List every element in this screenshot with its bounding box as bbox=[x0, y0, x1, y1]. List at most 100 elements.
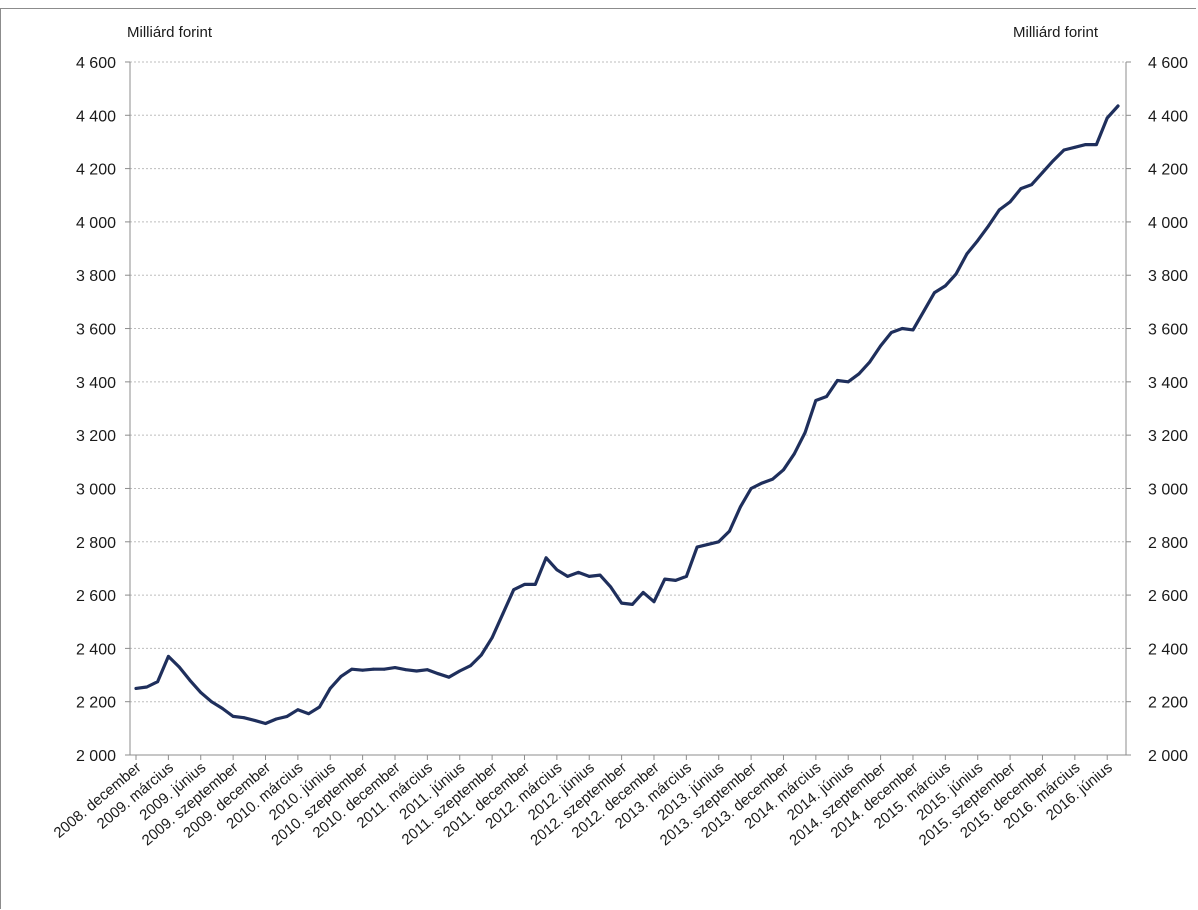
data-point bbox=[900, 327, 904, 330]
data-point bbox=[231, 715, 235, 718]
data-point bbox=[296, 708, 300, 712]
data-point bbox=[922, 309, 926, 313]
data-point bbox=[307, 712, 311, 716]
left-y-tick-label: 4 400 bbox=[76, 108, 116, 125]
data-point bbox=[167, 655, 170, 658]
right-y-tick-label: 2 800 bbox=[1148, 535, 1188, 552]
right-y-tick-label: 4 200 bbox=[1148, 162, 1188, 179]
data-point bbox=[501, 612, 505, 616]
data-point bbox=[598, 573, 602, 577]
data-point bbox=[652, 600, 656, 604]
data-point bbox=[1030, 183, 1034, 187]
data-point bbox=[1019, 187, 1023, 191]
data-point bbox=[1062, 148, 1066, 152]
data-point bbox=[997, 208, 1001, 212]
data-point bbox=[544, 556, 548, 560]
data-point bbox=[587, 575, 591, 578]
gridlines bbox=[130, 61, 1126, 703]
data-point bbox=[264, 722, 267, 725]
right-y-tick-label: 3 600 bbox=[1148, 322, 1188, 339]
data-point bbox=[728, 529, 731, 533]
data-point bbox=[1095, 143, 1098, 147]
axes bbox=[125, 61, 1131, 760]
series-layer bbox=[134, 104, 1120, 726]
data-point bbox=[479, 653, 483, 657]
left-y-tick-label: 4 600 bbox=[76, 55, 116, 72]
right-y-tick-label: 2 600 bbox=[1148, 588, 1188, 605]
data-point bbox=[965, 252, 969, 256]
left-y-tick-label: 2 600 bbox=[76, 588, 116, 605]
data-point bbox=[1008, 200, 1012, 204]
data-point bbox=[954, 272, 958, 276]
data-point bbox=[555, 568, 559, 572]
data-point bbox=[188, 679, 192, 682]
data-point bbox=[890, 331, 893, 334]
left-y-tick-label: 2 200 bbox=[76, 695, 116, 712]
data-point bbox=[274, 717, 278, 721]
data-point bbox=[987, 224, 990, 228]
data-point bbox=[911, 328, 915, 332]
data-point bbox=[771, 477, 775, 481]
data-point bbox=[738, 505, 742, 509]
data-point bbox=[695, 545, 699, 549]
data-point bbox=[685, 575, 688, 578]
data-point bbox=[404, 668, 408, 672]
data-point bbox=[933, 291, 936, 294]
data-point bbox=[512, 588, 516, 592]
data-point bbox=[156, 680, 160, 684]
right-y-tick-label: 3 800 bbox=[1148, 268, 1188, 285]
right-axis-unit-label: Milliárd forint bbox=[1013, 24, 1099, 41]
data-point bbox=[631, 603, 634, 606]
data-point bbox=[490, 636, 494, 640]
data-point bbox=[523, 583, 526, 586]
right-y-tick-label: 3 000 bbox=[1148, 481, 1188, 498]
data-point bbox=[706, 543, 710, 546]
data-point bbox=[782, 468, 785, 472]
data-point bbox=[199, 691, 203, 694]
data-point bbox=[943, 284, 947, 288]
right-y-tick-label: 4 400 bbox=[1148, 108, 1188, 125]
left-y-tick-label: 4 200 bbox=[76, 162, 116, 179]
data-point bbox=[814, 399, 818, 402]
data-point bbox=[253, 719, 257, 722]
data-point bbox=[857, 372, 861, 376]
data-point bbox=[436, 672, 440, 676]
left-y-tick-labels: 2 000 2 200 2 400 2 600 2 800 3 000 3 200 3 400… bbox=[76, 55, 116, 765]
data-point bbox=[469, 664, 472, 668]
data-point bbox=[663, 577, 667, 581]
data-point bbox=[533, 583, 537, 586]
data-point bbox=[620, 601, 623, 605]
data-point bbox=[976, 239, 980, 243]
data-point bbox=[242, 716, 246, 720]
data-point bbox=[760, 481, 764, 485]
left-y-tick-label: 2 400 bbox=[76, 641, 116, 658]
data-point bbox=[415, 669, 418, 673]
left-y-tick-label: 3 200 bbox=[76, 428, 116, 445]
left-y-tick-label: 3 600 bbox=[76, 322, 116, 339]
right-y-tick-label: 2 200 bbox=[1148, 695, 1188, 712]
data-point bbox=[145, 685, 149, 689]
data-point bbox=[458, 669, 462, 673]
data-point bbox=[1116, 104, 1120, 108]
left-y-tick-label: 3 400 bbox=[76, 375, 116, 392]
data-point bbox=[792, 452, 796, 456]
data-point bbox=[674, 579, 677, 582]
data-point bbox=[339, 675, 343, 678]
left-y-tick-label: 2 800 bbox=[76, 535, 116, 552]
data-point bbox=[577, 571, 580, 574]
data-point bbox=[717, 540, 721, 544]
left-y-tick-label: 3 000 bbox=[76, 481, 116, 498]
data-point bbox=[825, 395, 828, 398]
data-point bbox=[803, 431, 807, 434]
data-point bbox=[426, 668, 429, 672]
data-point bbox=[328, 687, 332, 690]
data-point bbox=[361, 668, 364, 672]
right-y-tick-label: 3 200 bbox=[1148, 428, 1188, 445]
right-y-tick-label: 4 600 bbox=[1148, 55, 1188, 72]
left-axis-unit-label: Milliárd forint bbox=[127, 24, 213, 41]
series-line bbox=[134, 104, 1120, 726]
data-point bbox=[447, 675, 451, 679]
data-point bbox=[879, 344, 882, 348]
